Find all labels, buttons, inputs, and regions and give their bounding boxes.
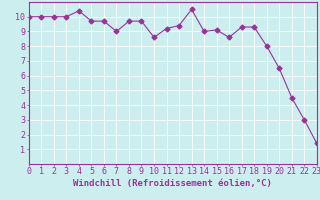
X-axis label: Windchill (Refroidissement éolien,°C): Windchill (Refroidissement éolien,°C) xyxy=(73,179,272,188)
